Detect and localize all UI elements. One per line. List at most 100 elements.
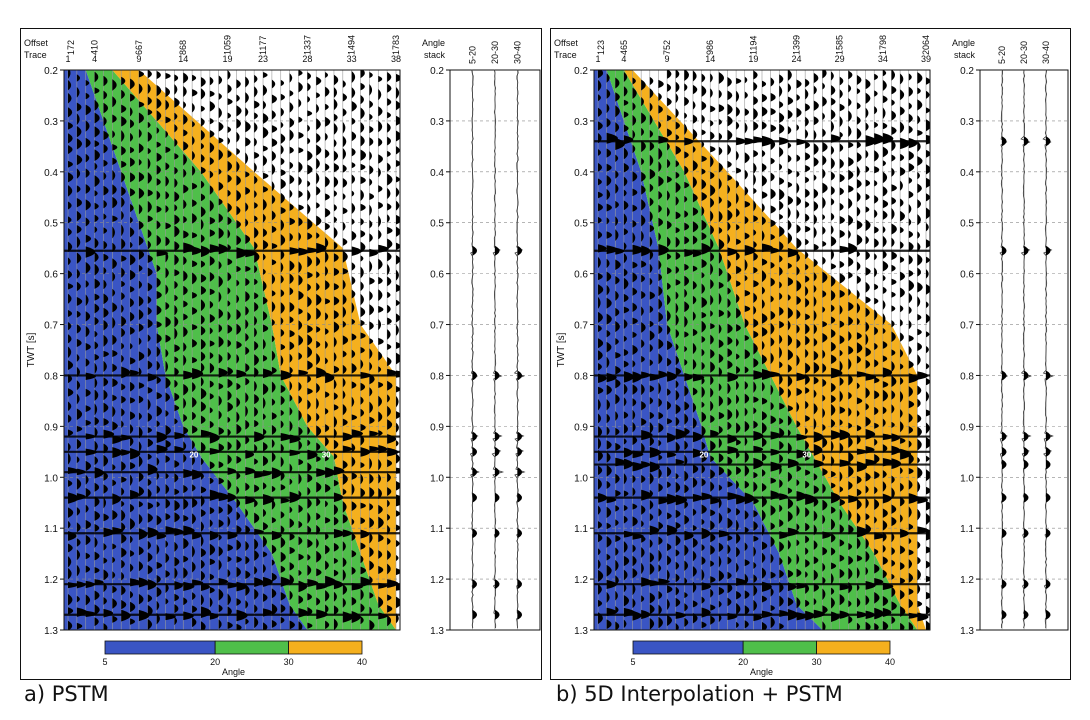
- wiggle-lobe: [649, 552, 655, 563]
- wiggle-lobe: [360, 230, 366, 238]
- wiggle-lobe: [822, 290, 827, 298]
- wiggle-lobe: [796, 401, 800, 413]
- wiggle-lobe: [103, 350, 109, 358]
- wiggle-lobe: [263, 482, 267, 490]
- wiggle-lobe: [156, 141, 161, 148]
- wiggle-lobe: [271, 412, 277, 420]
- wiggle-lobe: [891, 331, 896, 343]
- wiggle-lobe: [736, 466, 742, 475]
- wiggle-lobe: [200, 234, 205, 243]
- wiggle-lobe: [121, 395, 126, 404]
- wiggle-lobe: [378, 215, 382, 228]
- wiggle-lobe: [598, 178, 602, 186]
- wiggle-lobe: [658, 285, 663, 297]
- wiggle-lobe: [649, 197, 654, 207]
- wiggle-lobe: [710, 197, 715, 208]
- wiggle-lobe: [209, 477, 214, 485]
- wiggle-lobe: [762, 203, 765, 213]
- wiggle-lobe: [138, 264, 143, 272]
- wiggle-lobe: [908, 113, 913, 124]
- wiggle-lobe: [378, 516, 384, 529]
- wiggle-lobe: [900, 390, 904, 403]
- wiggle-lobe: [839, 304, 843, 315]
- wiggle-lobe: [908, 559, 913, 569]
- wiggle-lobe: [787, 405, 794, 412]
- wiggle-lobe: [85, 217, 90, 227]
- wiggle-lobe: [396, 554, 399, 562]
- wiggle-lobe: [280, 178, 286, 190]
- wiggle-lobe: [710, 520, 715, 531]
- wiggle-lobe: [874, 253, 877, 261]
- wiggle-lobe: [103, 623, 108, 630]
- wiggle-lobe: [710, 238, 714, 251]
- wiggle-lobe: [200, 376, 204, 387]
- wiggle-lobe: [813, 285, 817, 293]
- wiggle-lobe: [684, 331, 689, 338]
- wiggle-lobe: [908, 203, 912, 214]
- wiggle-lobe: [245, 570, 251, 579]
- wiggle-lobe: [387, 537, 391, 545]
- wiggle-lobe: [632, 475, 636, 484]
- angle-stack-label: Angle: [952, 38, 975, 48]
- wiggle-lobe: [813, 403, 818, 415]
- wiggle-lobe: [254, 499, 258, 508]
- wiggle-lobe: [787, 262, 792, 269]
- wiggle-lobe: [736, 90, 740, 103]
- wiggle-lobe: [342, 597, 346, 608]
- wiggle-lobe: [865, 206, 870, 213]
- wiggle-lobe: [710, 576, 716, 584]
- wiggle-lobe: [606, 591, 610, 603]
- wiggle-lobe: [649, 168, 656, 180]
- wiggle-lobe: [770, 553, 774, 564]
- wiggle-lobe: [218, 519, 224, 528]
- colorbar-tick-label: 30: [284, 657, 294, 667]
- wiggle-lobe: [641, 383, 645, 396]
- wiggle-lobe: [822, 436, 828, 449]
- wiggle-lobe: [727, 534, 733, 542]
- wiggle-lobe: [396, 284, 400, 293]
- wiggle-lobe: [156, 515, 162, 526]
- wiggle-lobe: [623, 397, 627, 407]
- wiggle-lobe: [606, 297, 612, 309]
- wiggle-lobe: [351, 262, 356, 271]
- wiggle-lobe: [200, 76, 206, 88]
- wiggle-lobe: [805, 493, 817, 505]
- wiggle-lobe: [138, 501, 143, 508]
- wiggle-lobe: [779, 85, 783, 98]
- wiggle-lobe: [753, 215, 758, 223]
- wiggle-lobe: [787, 375, 793, 387]
- wiggle-lobe: [209, 420, 214, 429]
- wiggle-lobe: [245, 346, 250, 355]
- wiggle-lobe: [200, 206, 206, 218]
- wiggle-lobe: [762, 621, 768, 630]
- wiggle-lobe: [874, 179, 878, 187]
- wiggle-lobe: [667, 555, 672, 566]
- wiggle-lobe: [360, 306, 366, 318]
- wiggle-lobe: [753, 280, 759, 288]
- wiggle-lobe: [325, 193, 330, 201]
- wiggle-lobe: [891, 586, 896, 598]
- wiggle-lobe: [138, 172, 145, 182]
- wiggle-lobe: [779, 255, 783, 263]
- wiggle-lobe: [325, 222, 330, 231]
- wiggle-lobe: [325, 620, 330, 630]
- wiggle-lobe: [387, 499, 390, 508]
- wiggle-lobe: [112, 288, 116, 297]
- wiggle-lobe: [917, 115, 921, 125]
- wiggle-lobe: [848, 84, 852, 93]
- wiggle-lobe: [342, 164, 347, 173]
- angle-stack-event-lobe: [472, 579, 477, 590]
- wiggle-lobe: [787, 142, 792, 149]
- wiggle-lobe: [831, 304, 835, 313]
- wiggle-lobe: [112, 406, 116, 418]
- wiggle-lobe: [263, 228, 268, 238]
- wiggle-lobe: [351, 381, 357, 389]
- wiggle-lobe: [130, 286, 135, 293]
- wiggle-lobe: [351, 501, 357, 511]
- wiggle-lobe: [753, 96, 758, 106]
- wiggle-lobe: [805, 103, 810, 112]
- wiggle-lobe: [360, 121, 365, 134]
- wiggle-lobe: [76, 102, 82, 112]
- wiggle-lobe: [701, 191, 707, 201]
- wiggle-lobe: [727, 129, 733, 141]
